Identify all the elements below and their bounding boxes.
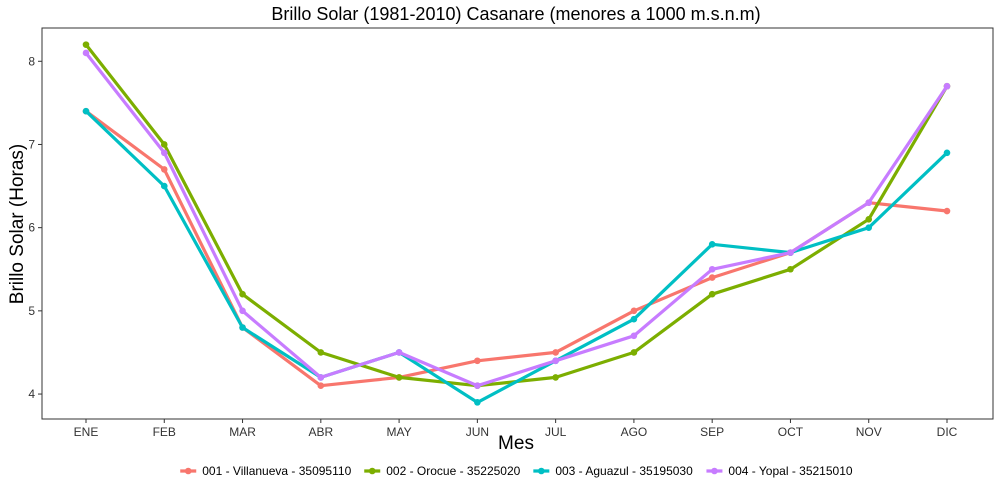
data-point xyxy=(395,374,403,381)
x-axis: ENE FEB MAR ABR MAY JUN JUL AGO SEP OCT NOV DIC xyxy=(74,419,958,439)
x-tick-label: AGO xyxy=(621,425,648,439)
data-point xyxy=(474,399,481,406)
data-point xyxy=(943,207,951,215)
series-line xyxy=(84,109,949,404)
y-axis-title: Brillo Solar (Horas) xyxy=(7,144,28,304)
legend-key-point xyxy=(184,467,192,475)
legend-key-point xyxy=(368,467,376,475)
data-point xyxy=(630,307,638,315)
data-point xyxy=(160,149,168,157)
legend-item: 002 - Orocue - 35225020 xyxy=(364,464,521,478)
x-tick-label: MAY xyxy=(387,425,412,439)
x-tick-label: SEP xyxy=(700,425,724,439)
x-tick-label: FEB xyxy=(153,425,176,439)
y-tick-label: 7 xyxy=(28,137,35,151)
data-point xyxy=(630,315,638,323)
legend: 001 - Villanueva - 35095110 002 - Orocue … xyxy=(180,464,853,478)
data-point xyxy=(943,149,951,157)
y-axis: 4 5 6 7 8 xyxy=(28,54,42,401)
data-point xyxy=(708,274,716,281)
data-point xyxy=(160,166,168,173)
legend-label: 001 - Villanueva - 35095110 xyxy=(202,464,351,478)
x-axis-title: Mes xyxy=(498,433,534,454)
y-tick-label: 4 xyxy=(28,387,35,401)
x-tick-label: JUN xyxy=(466,425,489,439)
data-point xyxy=(395,349,403,356)
data-point xyxy=(552,349,559,356)
x-tick-label: ABR xyxy=(308,425,333,439)
data-point xyxy=(865,199,873,207)
data-point xyxy=(317,374,325,381)
data-point xyxy=(239,307,246,315)
data-point xyxy=(630,332,638,340)
data-point xyxy=(160,182,168,190)
data-point xyxy=(82,49,90,57)
data-point xyxy=(82,107,90,115)
y-tick-label: 6 xyxy=(28,221,35,235)
y-tick-label: 8 xyxy=(28,54,35,68)
data-point xyxy=(630,349,638,356)
series-group xyxy=(82,41,951,406)
legend-label: 003 - Aguazul - 35195030 xyxy=(555,464,693,478)
data-point xyxy=(82,41,90,48)
chart-title: Brillo Solar (1981-2010) Casanare (menor… xyxy=(271,4,760,24)
x-tick-label: DIC xyxy=(937,425,958,439)
x-tick-label: NOV xyxy=(856,425,882,439)
data-point xyxy=(708,265,716,273)
data-point xyxy=(787,249,794,256)
data-point xyxy=(865,216,873,223)
legend-item: 004 - Yopal - 35215010 xyxy=(706,464,853,478)
legend-key-point xyxy=(538,467,545,475)
data-point xyxy=(239,324,246,331)
legend-label: 002 - Orocue - 35225020 xyxy=(386,464,520,478)
data-point xyxy=(943,82,951,90)
series-line xyxy=(84,51,949,388)
x-tick-label: JUL xyxy=(545,425,567,439)
legend-label: 004 - Yopal - 35215010 xyxy=(728,464,852,478)
x-tick-label: ENE xyxy=(74,425,99,439)
data-point xyxy=(787,265,794,273)
data-point xyxy=(474,382,481,390)
x-tick-label: OCT xyxy=(778,425,804,439)
data-point xyxy=(865,224,873,231)
data-point xyxy=(708,240,716,248)
data-point xyxy=(239,290,246,298)
data-point xyxy=(317,349,325,356)
data-point xyxy=(552,357,559,365)
x-tick-label: MAR xyxy=(229,425,256,439)
legend-item: 003 - Aguazul - 35195030 xyxy=(533,464,693,478)
series-4 xyxy=(82,49,951,390)
data-point xyxy=(552,374,559,381)
y-tick-label: 5 xyxy=(28,304,35,318)
data-point xyxy=(474,357,481,365)
data-point xyxy=(708,290,716,298)
legend-key-point xyxy=(711,467,718,475)
data-point xyxy=(317,382,325,390)
data-point xyxy=(160,141,168,148)
legend-item: 001 - Villanueva - 35095110 xyxy=(180,464,352,478)
